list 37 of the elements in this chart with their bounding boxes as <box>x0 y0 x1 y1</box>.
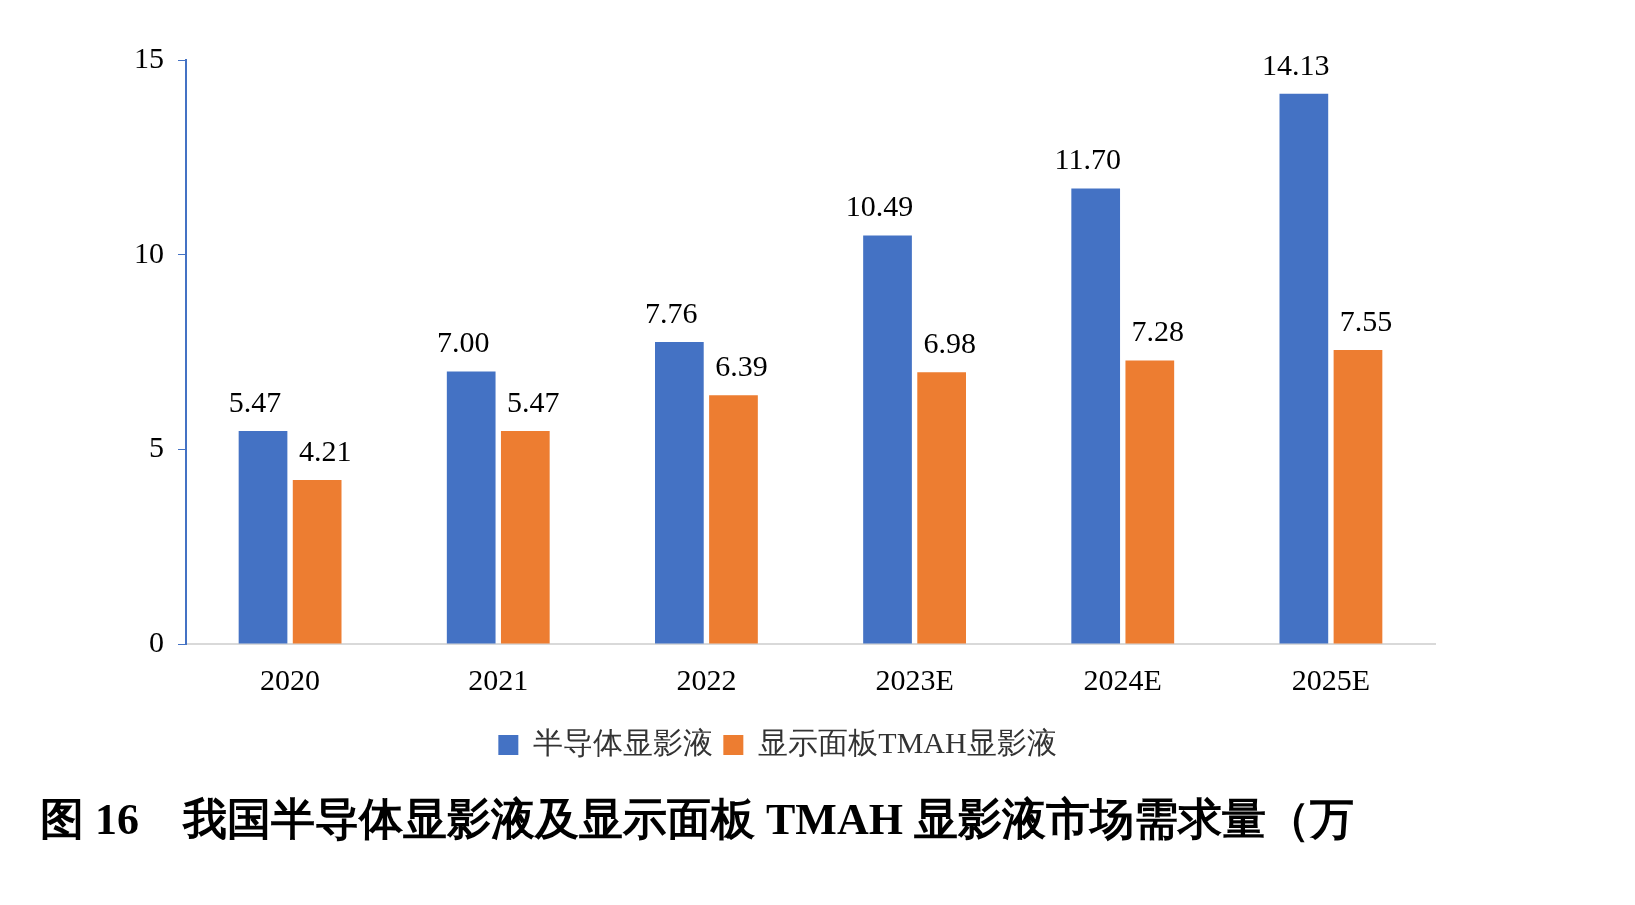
y-tick-label: 5 <box>149 430 164 464</box>
x-tick-label: 2021 <box>468 662 529 696</box>
x-tick-label: 2020 <box>260 662 321 696</box>
x-tick-label: 2025E <box>1291 662 1371 696</box>
x-tick-label: 2024E <box>1083 662 1162 696</box>
text: 7.55 <box>1339 303 1393 337</box>
text: 6.39 <box>715 349 768 383</box>
bar <box>292 480 342 644</box>
text: 11.70 <box>1054 142 1121 176</box>
bar <box>1125 360 1175 644</box>
bar <box>238 431 288 644</box>
text: 7.00 <box>436 325 490 359</box>
y-tick-label: 10 <box>134 235 164 269</box>
bar <box>1279 93 1329 644</box>
text: 14.13 <box>1262 47 1330 81</box>
text: 10.49 <box>845 189 914 223</box>
legend-label: 半导体显影液 <box>533 725 714 759</box>
bar <box>500 431 550 644</box>
text: 6.98 <box>923 326 976 360</box>
bar <box>655 341 704 644</box>
bar <box>863 235 912 644</box>
bar <box>917 372 966 644</box>
x-tick-label: 2022 <box>676 662 737 696</box>
legend-label: 显示面板TMAH显影液 <box>758 725 1057 759</box>
bar <box>709 395 758 644</box>
bar <box>1071 188 1121 644</box>
text: 4.21 <box>298 433 352 467</box>
text: 7.76 <box>645 295 698 329</box>
text: 图 16 我国半导体显影液及显示面板 TMAH 显影液市场需求量（万 <box>39 794 1355 846</box>
x-tick-label: 2023E <box>875 662 954 696</box>
text: 5.47 <box>228 384 282 418</box>
y-tick-label: 0 <box>149 624 164 658</box>
text: 5.47 <box>507 384 560 418</box>
text: 7.28 <box>1131 314 1185 348</box>
bar <box>446 371 496 644</box>
y-tick-label: 15 <box>134 40 164 74</box>
bar <box>1333 350 1383 644</box>
